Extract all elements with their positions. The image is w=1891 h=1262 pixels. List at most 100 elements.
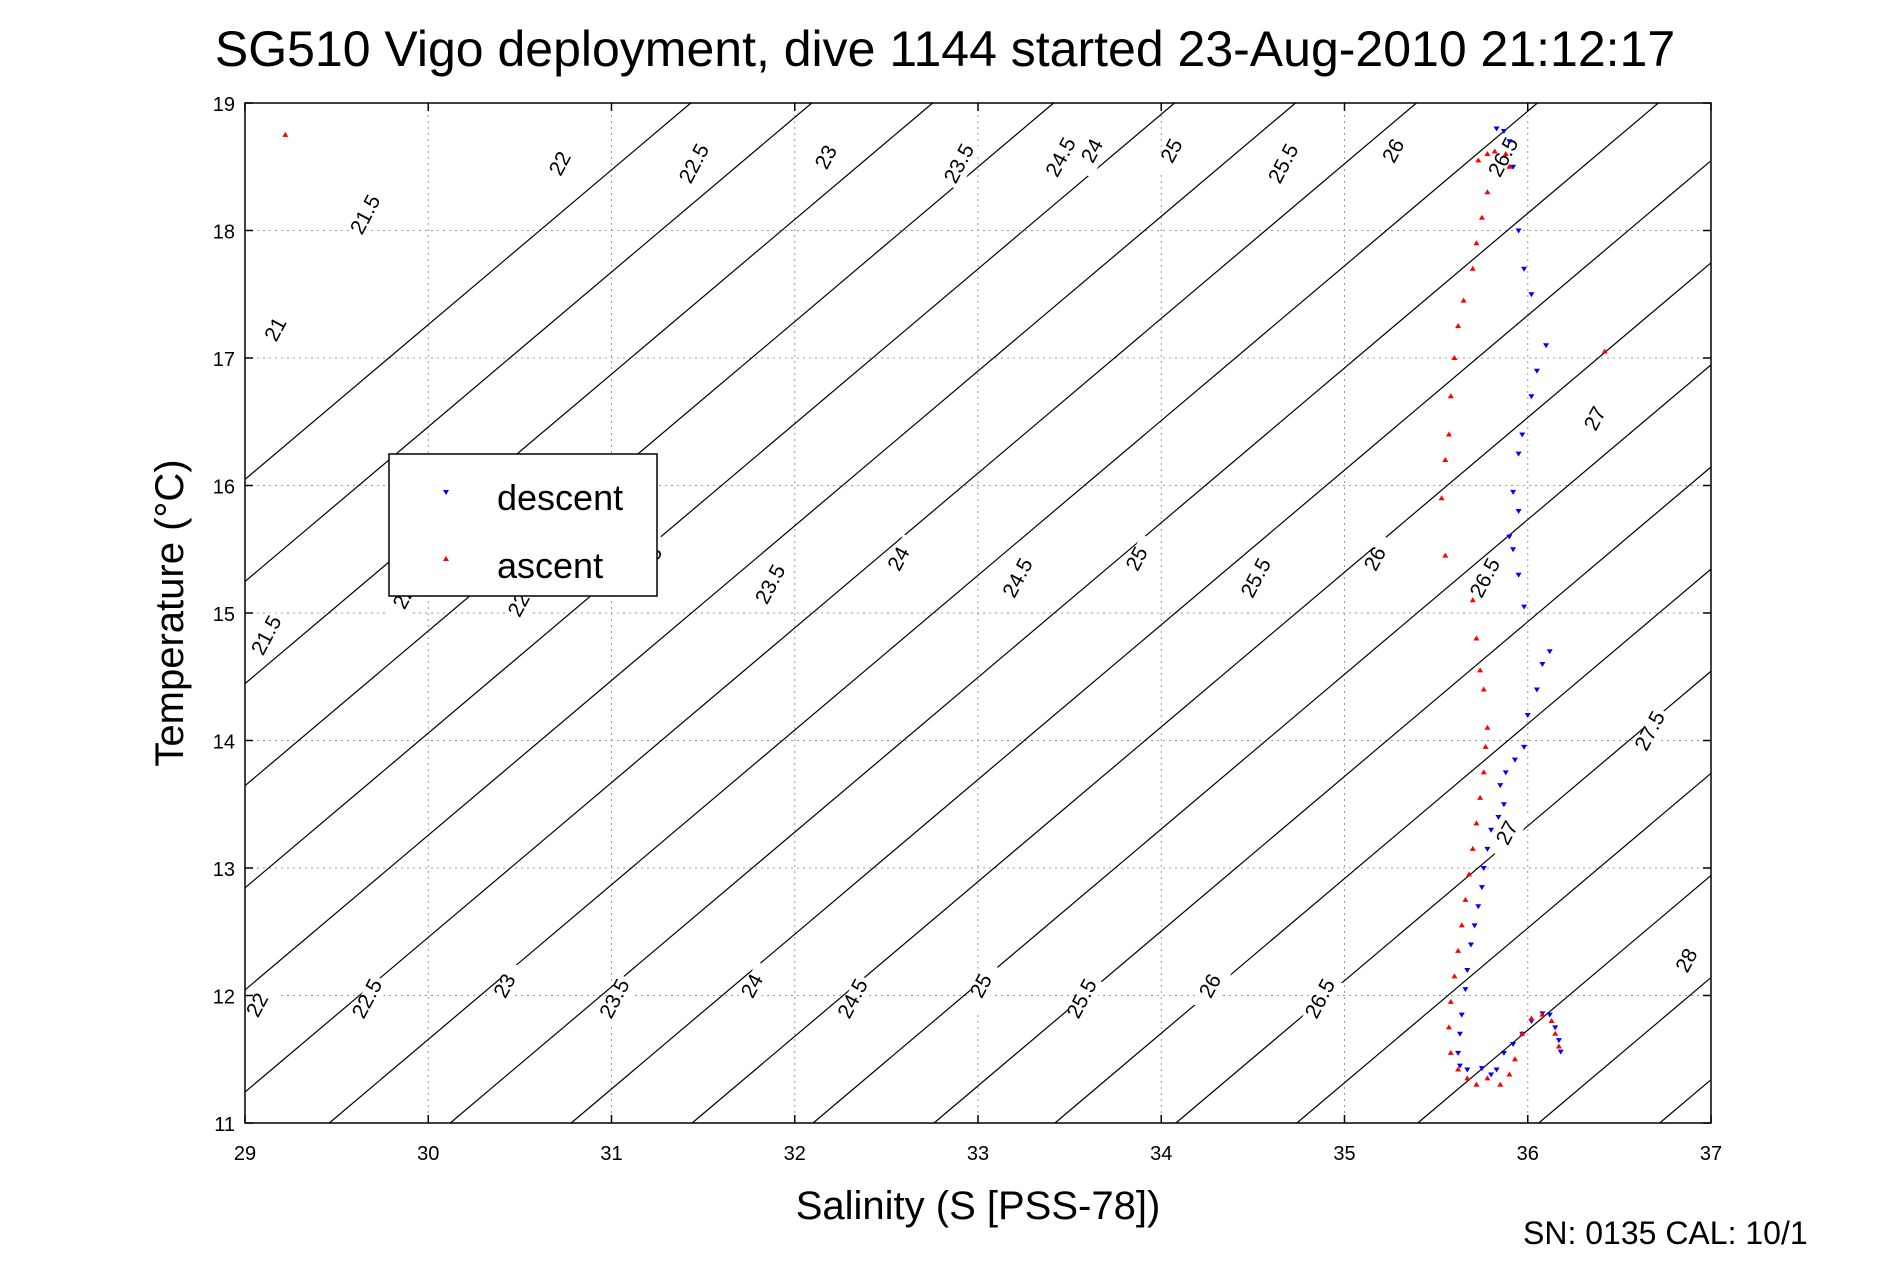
descent-point xyxy=(1493,126,1500,132)
contour-label-bg xyxy=(1192,961,1233,1014)
ascent-point xyxy=(1451,973,1458,979)
descent-point xyxy=(1471,923,1478,929)
ascent-point xyxy=(1477,667,1484,673)
density-contour-label: 26.5 xyxy=(1301,974,1343,1026)
y-tick-label: 12 xyxy=(213,987,235,1009)
y-axis-label: Temperature (°C) xyxy=(148,459,192,766)
descent-point xyxy=(1515,451,1522,457)
descent-point xyxy=(1521,604,1528,610)
density-contour-line xyxy=(244,102,1417,1093)
descent-point xyxy=(1506,139,1513,145)
density-contour-label: 24 xyxy=(734,961,775,1014)
ascent-point xyxy=(1462,896,1469,902)
descent-point xyxy=(1515,228,1522,234)
descent-point xyxy=(1455,1050,1462,1056)
density-contour-label: 27 xyxy=(1577,393,1618,446)
ascent-point xyxy=(1511,1056,1518,1062)
ascent-point xyxy=(1506,1071,1513,1077)
density-contour-label: 25 xyxy=(963,961,1004,1014)
contour-label-bg xyxy=(1669,935,1710,988)
ascent-point xyxy=(1445,1024,1452,1030)
x-tick-label: 32 xyxy=(784,1143,806,1165)
descent-point xyxy=(1528,292,1535,298)
descent-point xyxy=(1515,509,1522,514)
legend-ascent-marker xyxy=(443,556,449,561)
x-axis-label: Salinity (S [PSS-78]) xyxy=(796,1184,1161,1228)
density-contour-line xyxy=(244,102,934,685)
ascent-point xyxy=(1473,820,1480,826)
density-contour-label: 25.5 xyxy=(1264,138,1307,191)
legend-box xyxy=(388,453,658,597)
ascent-point xyxy=(1552,1030,1559,1036)
ascent-point xyxy=(1473,1081,1480,1087)
descent-point xyxy=(1456,1031,1463,1037)
x-tick-label: 30 xyxy=(417,1143,439,1165)
ascent-point xyxy=(1438,495,1445,501)
contour-label-bg xyxy=(1375,126,1417,179)
y-tick-label: 18 xyxy=(213,222,235,244)
ascent-point xyxy=(1484,1075,1491,1081)
descent-point xyxy=(1521,266,1528,272)
contour-label-bg xyxy=(1577,393,1618,446)
ascent-point xyxy=(1482,743,1489,749)
contour-label-bg xyxy=(1485,132,1526,185)
density-contour-label: 21.5 xyxy=(247,610,290,663)
density-contour-line xyxy=(1538,977,1712,1124)
density-contour-label: 26 xyxy=(1192,961,1233,1014)
descent-point xyxy=(1511,757,1518,763)
x-tick-label: 34 xyxy=(1150,1143,1172,1165)
ascent-point xyxy=(1447,998,1454,1004)
ascent-point xyxy=(1451,355,1458,360)
descent-point xyxy=(1464,968,1471,973)
contour-label-bg xyxy=(963,961,1004,1014)
density-contour-line xyxy=(449,102,1659,1124)
axis-ticks: 29 30 31 32 33 34 35 36 37 11 12 13 14 15 16 17 18 19 xyxy=(213,94,1722,1165)
ascent-point xyxy=(1442,457,1449,462)
x-tick-label: 31 xyxy=(600,1143,622,1165)
ascent-point xyxy=(1519,1030,1526,1036)
x-tick-label: 36 xyxy=(1517,1143,1539,1165)
contour-label-bg xyxy=(1467,553,1508,606)
contour-label-bg xyxy=(808,132,849,185)
density-contour-line xyxy=(244,102,1055,787)
descent-point xyxy=(1510,1041,1517,1047)
grid-layer xyxy=(245,103,1711,1123)
y-tick-label: 15 xyxy=(213,604,235,626)
ascent-point xyxy=(1455,323,1462,329)
descent-point xyxy=(1488,827,1495,833)
descent-point xyxy=(1458,1012,1465,1018)
x-tick-label: 35 xyxy=(1333,1143,1355,1165)
density-contour-label: 23.5 xyxy=(940,138,982,191)
density-contour-line xyxy=(1659,1079,1712,1124)
density-contour-label: 28 xyxy=(1669,935,1710,988)
descent-point xyxy=(1478,1066,1485,1072)
descent-point xyxy=(1524,713,1531,718)
y-tick-label: 16 xyxy=(213,477,235,499)
density-contour-label: 25.5 xyxy=(1062,974,1105,1026)
descent-point xyxy=(1456,1063,1463,1069)
density-contour-label: 27.5 xyxy=(1631,706,1673,759)
density-contour-label: 26.5 xyxy=(1466,553,1508,606)
y-tick-label: 17 xyxy=(213,349,235,371)
descent-point xyxy=(1555,1038,1562,1044)
density-contour-label: 21.5 xyxy=(346,189,389,242)
descent-point xyxy=(1515,572,1522,578)
contour-label-bg xyxy=(1265,138,1307,191)
ascent-point xyxy=(1447,393,1454,399)
density-contour-label: 22 xyxy=(542,138,583,191)
density-contour-label: 23 xyxy=(487,961,528,1014)
ascent-point xyxy=(1539,1011,1546,1017)
contour-label-bg xyxy=(1043,132,1084,185)
descent-point xyxy=(1462,987,1469,993)
contour-label-bg xyxy=(597,974,638,1026)
descent-point xyxy=(1519,432,1526,438)
density-contour-line xyxy=(570,160,1712,1124)
descent-point xyxy=(1475,904,1482,910)
contour-label-bg xyxy=(1154,126,1195,179)
ascent-point xyxy=(1469,597,1476,603)
descent-point xyxy=(1510,547,1517,553)
legend-ascent-label: ascent xyxy=(497,545,603,586)
density-contour-line xyxy=(933,466,1712,1124)
density-contour-label: 24.5 xyxy=(998,553,1041,606)
